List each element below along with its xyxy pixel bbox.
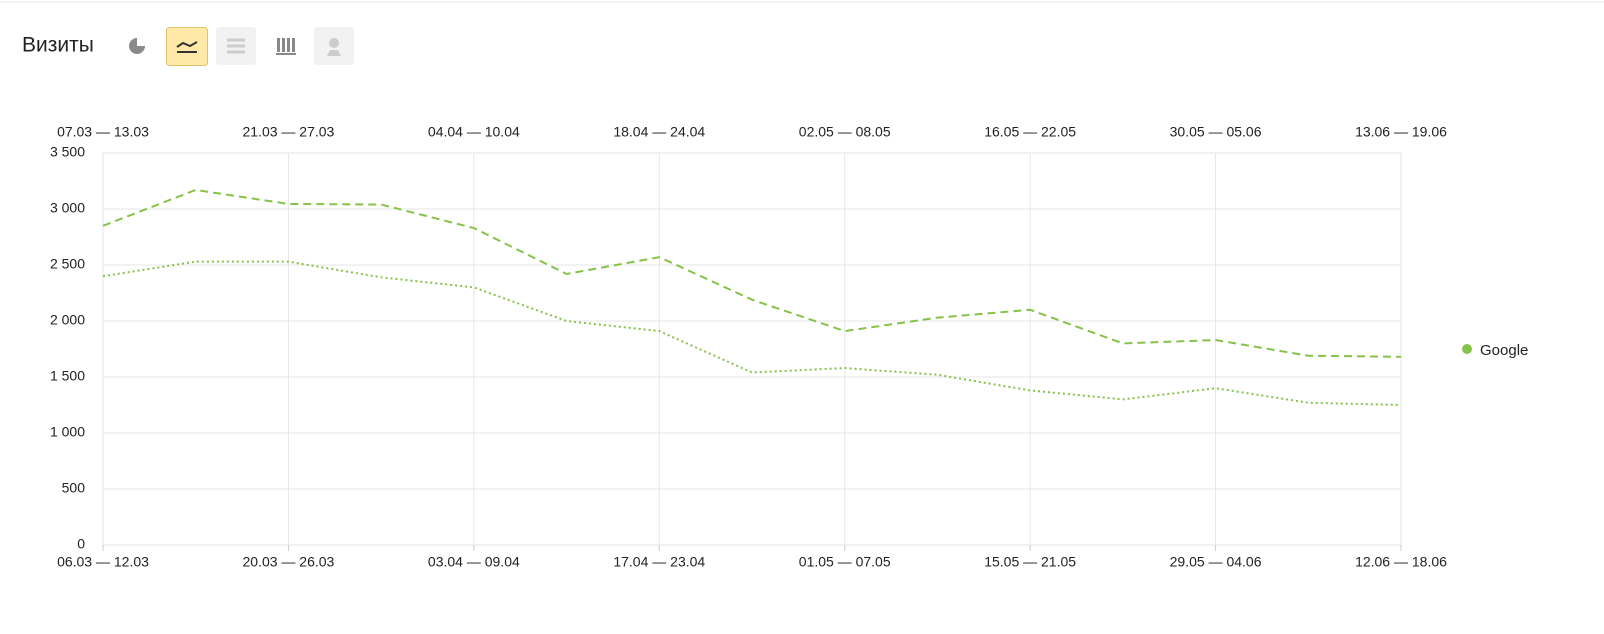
- x-top-tick-label: 02.05 — 08.05: [799, 124, 891, 140]
- x-tick-label: 06.03 — 12.03: [57, 554, 149, 570]
- section-title: Визиты: [22, 34, 94, 57]
- x-top-tick-label: 04.04 — 10.04: [428, 124, 520, 140]
- y-tick-label: 500: [62, 480, 86, 496]
- x-tick-label: 03.04 — 09.04: [428, 554, 520, 570]
- x-top-tick-label: 13.06 — 19.06: [1355, 124, 1447, 140]
- x-top-tick-label: 07.03 — 13.03: [57, 124, 149, 140]
- bar-button[interactable]: [276, 38, 296, 55]
- x-top-tick-label: 16.05 — 22.05: [984, 124, 1076, 140]
- map-button[interactable]: [314, 27, 354, 65]
- legend-label: Google: [1480, 342, 1528, 359]
- x-tick-label: 15.05 — 21.05: [984, 554, 1076, 570]
- pie-button[interactable]: [129, 38, 145, 54]
- x-tick-label: 17.04 — 23.04: [613, 554, 705, 570]
- y-tick-label: 2 500: [50, 256, 85, 272]
- y-tick-label: 2 000: [50, 312, 85, 328]
- line-button[interactable]: [166, 27, 208, 66]
- x-tick-label: 29.05 — 04.06: [1170, 554, 1262, 570]
- x-tick-label: 20.03 — 26.03: [242, 554, 334, 570]
- x-top-tick-label: 21.03 — 27.03: [242, 124, 334, 140]
- y-tick-label: 0: [77, 536, 85, 552]
- series-line: [102, 260, 1402, 406]
- x-tick-label: 12.06 — 18.06: [1355, 554, 1447, 570]
- area-button[interactable]: [216, 27, 256, 65]
- y-tick-label: 1 000: [50, 424, 85, 440]
- x-top-tick-label: 18.04 — 24.04: [613, 124, 705, 140]
- series-line: [102, 188, 1402, 358]
- y-tick-label: 1 500: [50, 368, 85, 384]
- plot-frame: [102, 152, 1402, 546]
- x-top-tick-label: 30.05 — 05.06: [1170, 124, 1262, 140]
- x-tick-label: 01.05 — 07.05: [799, 554, 891, 570]
- y-tick-label: 3 000: [50, 200, 85, 216]
- y-tick-label: 3 500: [50, 144, 85, 160]
- legend-marker: [1462, 344, 1472, 354]
